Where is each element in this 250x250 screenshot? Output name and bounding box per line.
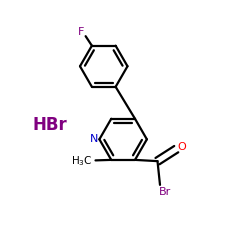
- Text: F: F: [78, 28, 84, 38]
- Text: HBr: HBr: [32, 116, 67, 134]
- Text: O: O: [178, 142, 186, 152]
- Text: N: N: [90, 134, 98, 144]
- Text: H$_3$C: H$_3$C: [71, 154, 92, 168]
- Text: Br: Br: [160, 188, 172, 198]
